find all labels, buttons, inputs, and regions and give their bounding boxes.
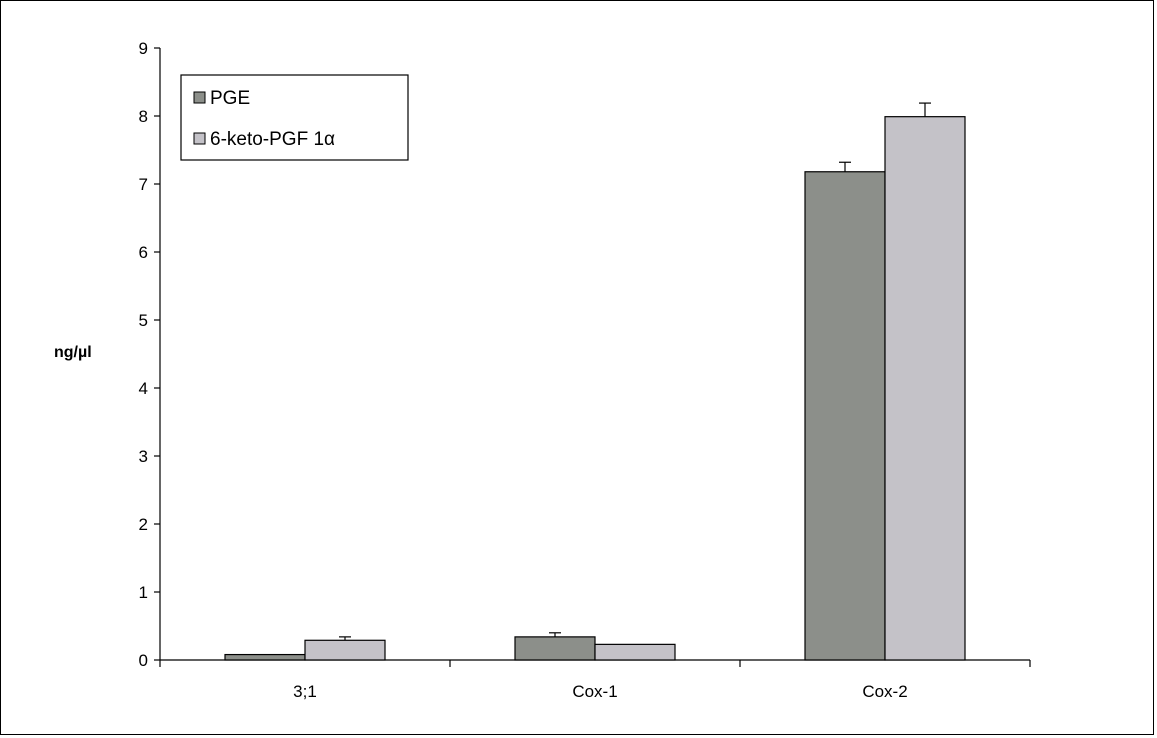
bar-pge-1 [514, 636, 596, 661]
bar-6-keto-pgf-0 [304, 639, 386, 661]
y-tick-label: 7 [139, 175, 148, 194]
bars [224, 102, 966, 661]
y-tick-label: 5 [139, 311, 148, 330]
legend-box [180, 74, 409, 161]
y-tick-label: 3 [139, 447, 148, 466]
axes: 0 1 2 3 4 5 6 7 8 9 3;1 Cox-1 Cox-2 [139, 39, 1031, 701]
y-axis-label: ng/µl [54, 344, 92, 361]
y-tick-label: 1 [139, 583, 148, 602]
bar-pge-0 [224, 653, 306, 661]
y-tick-label: 6 [139, 243, 148, 262]
legend-label-pge: PGE [210, 88, 250, 109]
legend-swatch-6-keto-pgf [193, 132, 206, 145]
x-tick-label: Cox-1 [572, 682, 617, 701]
bar-6-keto-pgf-1 [594, 643, 676, 661]
legend-swatch-pge [193, 91, 206, 104]
bar-6-keto-pgf-2 [884, 116, 966, 661]
y-tick-label: 2 [139, 515, 148, 534]
y-tick-label: 0 [139, 651, 148, 670]
legend-label-6-keto-pgf: 6-keto-PGF 1α [210, 129, 335, 150]
y-tick-label: 8 [139, 107, 148, 126]
bar-pge-2 [804, 171, 886, 661]
y-tick-label: 4 [139, 379, 148, 398]
y-tick-label: 9 [139, 39, 148, 58]
legend: PGE 6-keto-PGF 1α [180, 74, 409, 161]
x-tick-label: Cox-2 [862, 682, 907, 701]
x-tick-label: 3;1 [293, 682, 317, 701]
